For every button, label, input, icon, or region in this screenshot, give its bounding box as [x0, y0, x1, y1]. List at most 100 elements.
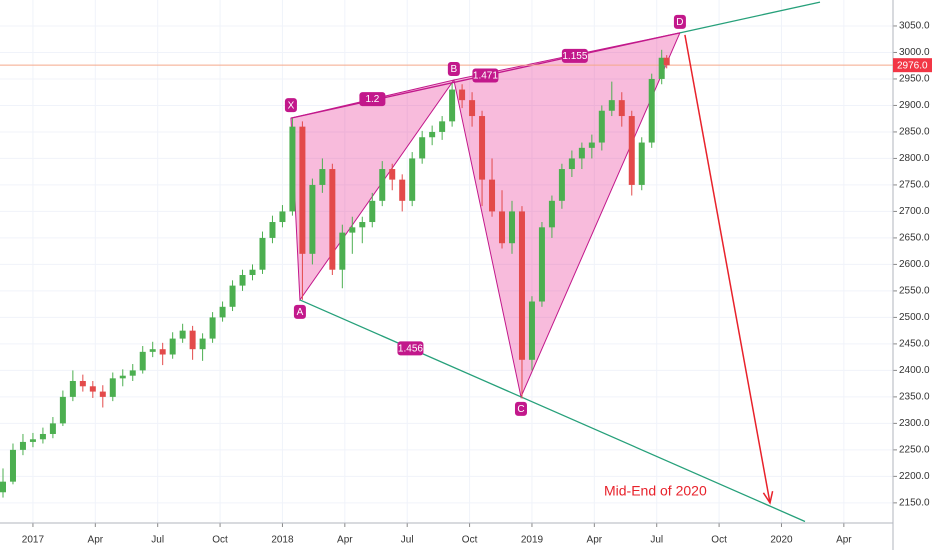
candle-body: [169, 338, 176, 355]
ratio-label: 1.2: [359, 92, 386, 107]
ratio-label: 1.471: [472, 68, 499, 83]
y-tick-label: 2250.0: [899, 445, 930, 456]
candle-body: [588, 142, 595, 148]
candle-body: [638, 142, 645, 185]
candle-body: [499, 211, 506, 244]
x-tick-label: Apr: [337, 535, 353, 546]
candle-body: [508, 211, 515, 244]
y-tick-label: 2550.0: [899, 286, 930, 297]
y-tick-label: 2650.0: [899, 233, 930, 244]
candle-body: [648, 78, 655, 143]
point-label-box: [514, 401, 527, 416]
candle-body: [538, 227, 545, 302]
x-tick-label: 2019: [521, 535, 544, 546]
candle-body: [139, 351, 146, 371]
ratio-label-box: [561, 48, 588, 63]
candle-body: [379, 169, 386, 201]
candle-body: [329, 169, 336, 270]
point-label: B: [447, 62, 460, 77]
point-label-text: D: [676, 17, 683, 28]
point-label: A: [293, 304, 306, 319]
candle-body: [239, 275, 246, 286]
candle-body: [249, 269, 256, 276]
candle-body: [109, 378, 116, 397]
candle-body: [469, 100, 476, 117]
candle-body: [0, 481, 6, 493]
ratio-label: 1.456: [397, 341, 424, 356]
candle-body: [309, 184, 316, 254]
y-tick-label: 2750.0: [899, 180, 930, 191]
y-tick-label: 2450.0: [899, 339, 930, 350]
pattern-bcd: [453, 32, 681, 399]
last-price-label: 2976.0: [897, 60, 928, 71]
lower-trendline: [299, 299, 806, 523]
point-label-text: C: [517, 404, 524, 415]
y-tick-label: 2700.0: [899, 206, 930, 217]
candle-body: [99, 391, 106, 397]
candle-body: [598, 110, 605, 143]
ratio-label-box: [359, 92, 386, 107]
projection-arrow: [684, 34, 771, 503]
candle-body: [608, 100, 615, 111]
point-label-text: A: [297, 307, 304, 318]
annotation: Mid-End of 2020: [604, 483, 707, 499]
candle-body: [389, 169, 396, 180]
candle-body: [568, 158, 575, 170]
point-label-box: [447, 62, 460, 77]
y-tick-label: 2900.0: [899, 100, 930, 111]
candle-body: [319, 169, 326, 185]
y-tick-label: 2200.0: [899, 471, 930, 482]
candle-body: [628, 116, 635, 185]
y-tick-label: 2500.0: [899, 312, 930, 323]
x-tick-label: 2018: [271, 535, 294, 546]
candle-body: [409, 158, 416, 201]
candle-body: [259, 237, 266, 270]
candle-body: [439, 121, 446, 132]
candle-body: [548, 200, 555, 228]
y-tick-label: 2300.0: [899, 418, 930, 429]
last-price-box: [893, 58, 932, 73]
candle-body: [39, 433, 46, 440]
point-label: D: [673, 14, 686, 29]
x-tick-label: Apr: [836, 535, 852, 546]
y-tick-label: 3050.0: [899, 21, 930, 32]
candle-body: [658, 57, 665, 79]
ratio-label-box: [472, 68, 499, 83]
point-label-box: [293, 304, 306, 319]
upper-trendline: [679, 1, 821, 34]
candle-body: [189, 330, 196, 350]
x-tick-label: Jul: [151, 535, 164, 546]
candle-body: [19, 441, 26, 450]
candle-body: [489, 179, 496, 212]
candle-body: [209, 317, 216, 339]
candle-body: [289, 126, 296, 212]
ratio-label-text: 1.471: [473, 71, 498, 82]
candle-body: [29, 439, 36, 442]
x-tick-label: Jul: [650, 535, 663, 546]
candle-body: [269, 222, 276, 238]
y-tick-label: 2850.0: [899, 127, 930, 138]
ratio-label-text: 1.2: [365, 94, 379, 105]
y-tick-label: 2400.0: [899, 365, 930, 376]
x-tick-label: 2020: [770, 535, 793, 546]
candle-body: [69, 380, 76, 397]
point-label-text: B: [451, 64, 458, 75]
candle-body: [359, 222, 366, 228]
candle-body: [179, 330, 186, 339]
y-tick-label: 2950.0: [899, 74, 930, 85]
candle-body: [479, 116, 486, 180]
point-label: X: [284, 98, 297, 113]
arrow-head: [762, 490, 774, 505]
candle-body: [79, 380, 86, 387]
last-price-tag: 2976.0: [893, 58, 932, 73]
candle-body: [449, 89, 456, 122]
candle-body: [528, 301, 535, 360]
candle-body: [399, 179, 406, 201]
point-label: C: [514, 401, 527, 416]
candle-body: [279, 211, 286, 223]
candle-body: [89, 386, 96, 392]
x-tick-label: 2017: [22, 535, 45, 546]
candle-body: [429, 131, 436, 138]
